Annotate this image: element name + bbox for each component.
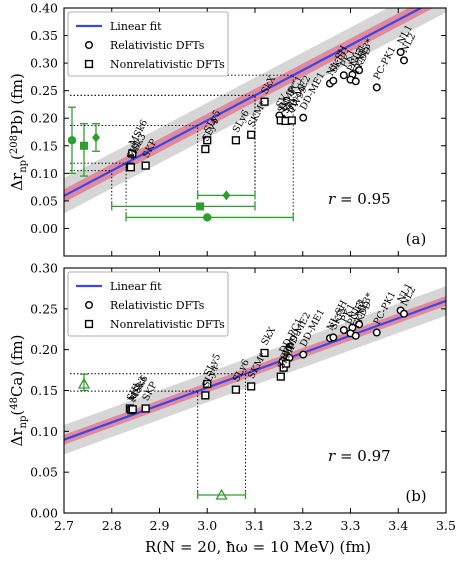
y-tick-label: 0.15 xyxy=(30,383,58,398)
legend-fit-label: Linear fit xyxy=(110,20,162,33)
point-nonrelativistic xyxy=(260,348,269,358)
point-nonrelativistic xyxy=(281,359,291,368)
point-nonrelativistic xyxy=(201,391,210,400)
point-nonrelativistic xyxy=(203,136,212,145)
estimate-marker-diamond xyxy=(222,190,231,201)
legend-nonrel-label: Nonrelativistic DFTs xyxy=(110,58,225,71)
point-nonrelativistic xyxy=(231,385,241,394)
y-tick-label: 0.40 xyxy=(30,1,58,16)
point-relativistic xyxy=(329,76,338,85)
estimate-marker-square xyxy=(196,202,205,211)
y-tick-label: 0.20 xyxy=(30,342,58,357)
y-tick-label: 0.25 xyxy=(30,301,58,316)
point-nonrelativistic xyxy=(128,405,137,414)
point-relativistic xyxy=(329,333,338,342)
x-tick-label: 3.0 xyxy=(197,518,217,533)
x-tick-label: 3.5 xyxy=(436,518,456,533)
y-tick-label: 0.35 xyxy=(30,28,58,43)
estimate-marker-square xyxy=(80,141,88,150)
y-axis-label: Δrnp(48Ca) (fm) xyxy=(8,335,29,447)
y-tick-label: 0.30 xyxy=(30,261,58,276)
estimate-marker-triangle xyxy=(215,488,228,500)
x-tick-label: 2.9 xyxy=(150,518,170,533)
legend: Linear fit Relativistic DFTs Nonrelativist… xyxy=(67,271,229,337)
point-label: PC-PK1 xyxy=(372,44,399,81)
point-nonrelativistic xyxy=(287,116,296,125)
y-tick-label: 0.20 xyxy=(30,111,58,126)
y-tick-label: 0.00 xyxy=(30,506,58,521)
point-relativistic xyxy=(355,66,364,75)
point-nonrelativistic xyxy=(276,372,285,381)
point-relativistic xyxy=(399,56,408,65)
x-axis-label: R(N = 20, ħω = 10 MeV) (fm) xyxy=(145,538,371,556)
panel-a: NL1NL2PC-PK1NL3*NL3PC-F1PK1FKDDNL-SHSKI5… xyxy=(8,1,447,257)
fit-line xyxy=(64,8,424,197)
x-tick-label: 3.2 xyxy=(293,518,313,533)
point-relativistic xyxy=(372,328,381,337)
legend-rel-label: Relativistic DFTs xyxy=(110,39,205,52)
point-nonrelativistic xyxy=(247,130,256,139)
estimate-marker-circle xyxy=(203,213,212,222)
legend-nonrel-swatch xyxy=(84,319,94,329)
point-nonrelativistic xyxy=(141,161,150,170)
legend-rel-swatch xyxy=(84,41,93,50)
point-relativistic xyxy=(355,320,364,329)
y-tick-label: 0.10 xyxy=(30,424,58,439)
estimate-marker-triangle xyxy=(77,377,91,389)
y-tick-label: 0.10 xyxy=(30,166,58,181)
y-tick-label: 0.30 xyxy=(30,56,58,71)
point-relativistic xyxy=(339,326,348,335)
legend-nonrel-label: Nonrelativistic DFTs xyxy=(110,318,225,331)
y-tick-label: 0.05 xyxy=(30,465,58,480)
point-label: SkX xyxy=(259,325,278,347)
point-relativistic xyxy=(399,309,408,318)
x-tick-label: 2.7 xyxy=(54,518,74,533)
point-nonrelativistic xyxy=(201,144,210,154)
x-tick-label: 3.4 xyxy=(388,518,408,533)
legend-box xyxy=(67,11,229,77)
x-tick-label: 3.1 xyxy=(245,518,265,533)
fit-band-inner xyxy=(64,8,434,203)
point-relativistic xyxy=(396,48,405,57)
point-relativistic xyxy=(299,350,308,359)
x-tick-label: 3.3 xyxy=(341,518,361,533)
y-tick-label: 0.25 xyxy=(30,83,58,98)
point-relativistic xyxy=(351,77,360,86)
point-relativistic xyxy=(299,113,308,122)
fit-line xyxy=(64,299,446,441)
point-relativistic xyxy=(351,331,360,340)
y-axis-label: Δrnp(208Pb) (fm) xyxy=(8,73,29,191)
point-nonrelativistic xyxy=(247,382,256,391)
point-nonrelativistic xyxy=(203,379,212,389)
legend-box xyxy=(67,271,229,337)
plot-area xyxy=(64,286,446,500)
y-tick-label: 0.15 xyxy=(30,138,58,153)
point-relativistic xyxy=(372,83,381,92)
y-tick-label: 0.00 xyxy=(30,221,58,236)
legend-fit-label: Linear fit xyxy=(110,280,162,293)
panel-label: (a) xyxy=(406,230,427,248)
point-nonrelativistic xyxy=(128,149,137,158)
point-nonrelativistic xyxy=(141,404,150,413)
point-nonrelativistic xyxy=(231,136,241,145)
legend-rel-swatch xyxy=(84,301,93,310)
x-tick-label: 2.8 xyxy=(102,518,122,533)
panel-label: (b) xyxy=(405,487,426,505)
y-tick-label: 0.05 xyxy=(30,193,58,208)
point-relativistic xyxy=(339,71,348,80)
estimate-marker-circle xyxy=(67,136,77,145)
point-nonrelativistic xyxy=(260,97,269,106)
estimate-marker-diamond xyxy=(92,132,100,143)
plot-area xyxy=(64,8,446,222)
legend: Linear fit Relativistic DFTs Nonrelativist… xyxy=(67,11,229,77)
legend-nonrel-swatch xyxy=(84,59,94,69)
correlation-label: r = 0.97 xyxy=(328,447,391,465)
legend-rel-label: Relativistic DFTs xyxy=(110,299,205,312)
correlation-label: r = 0.95 xyxy=(328,190,391,208)
panel-b: NL1NL2PC-PK1NL3*NL3PC-F1PK1FKDDNL-SHSKI5… xyxy=(8,261,456,534)
point-nonrelativistic xyxy=(126,163,135,172)
